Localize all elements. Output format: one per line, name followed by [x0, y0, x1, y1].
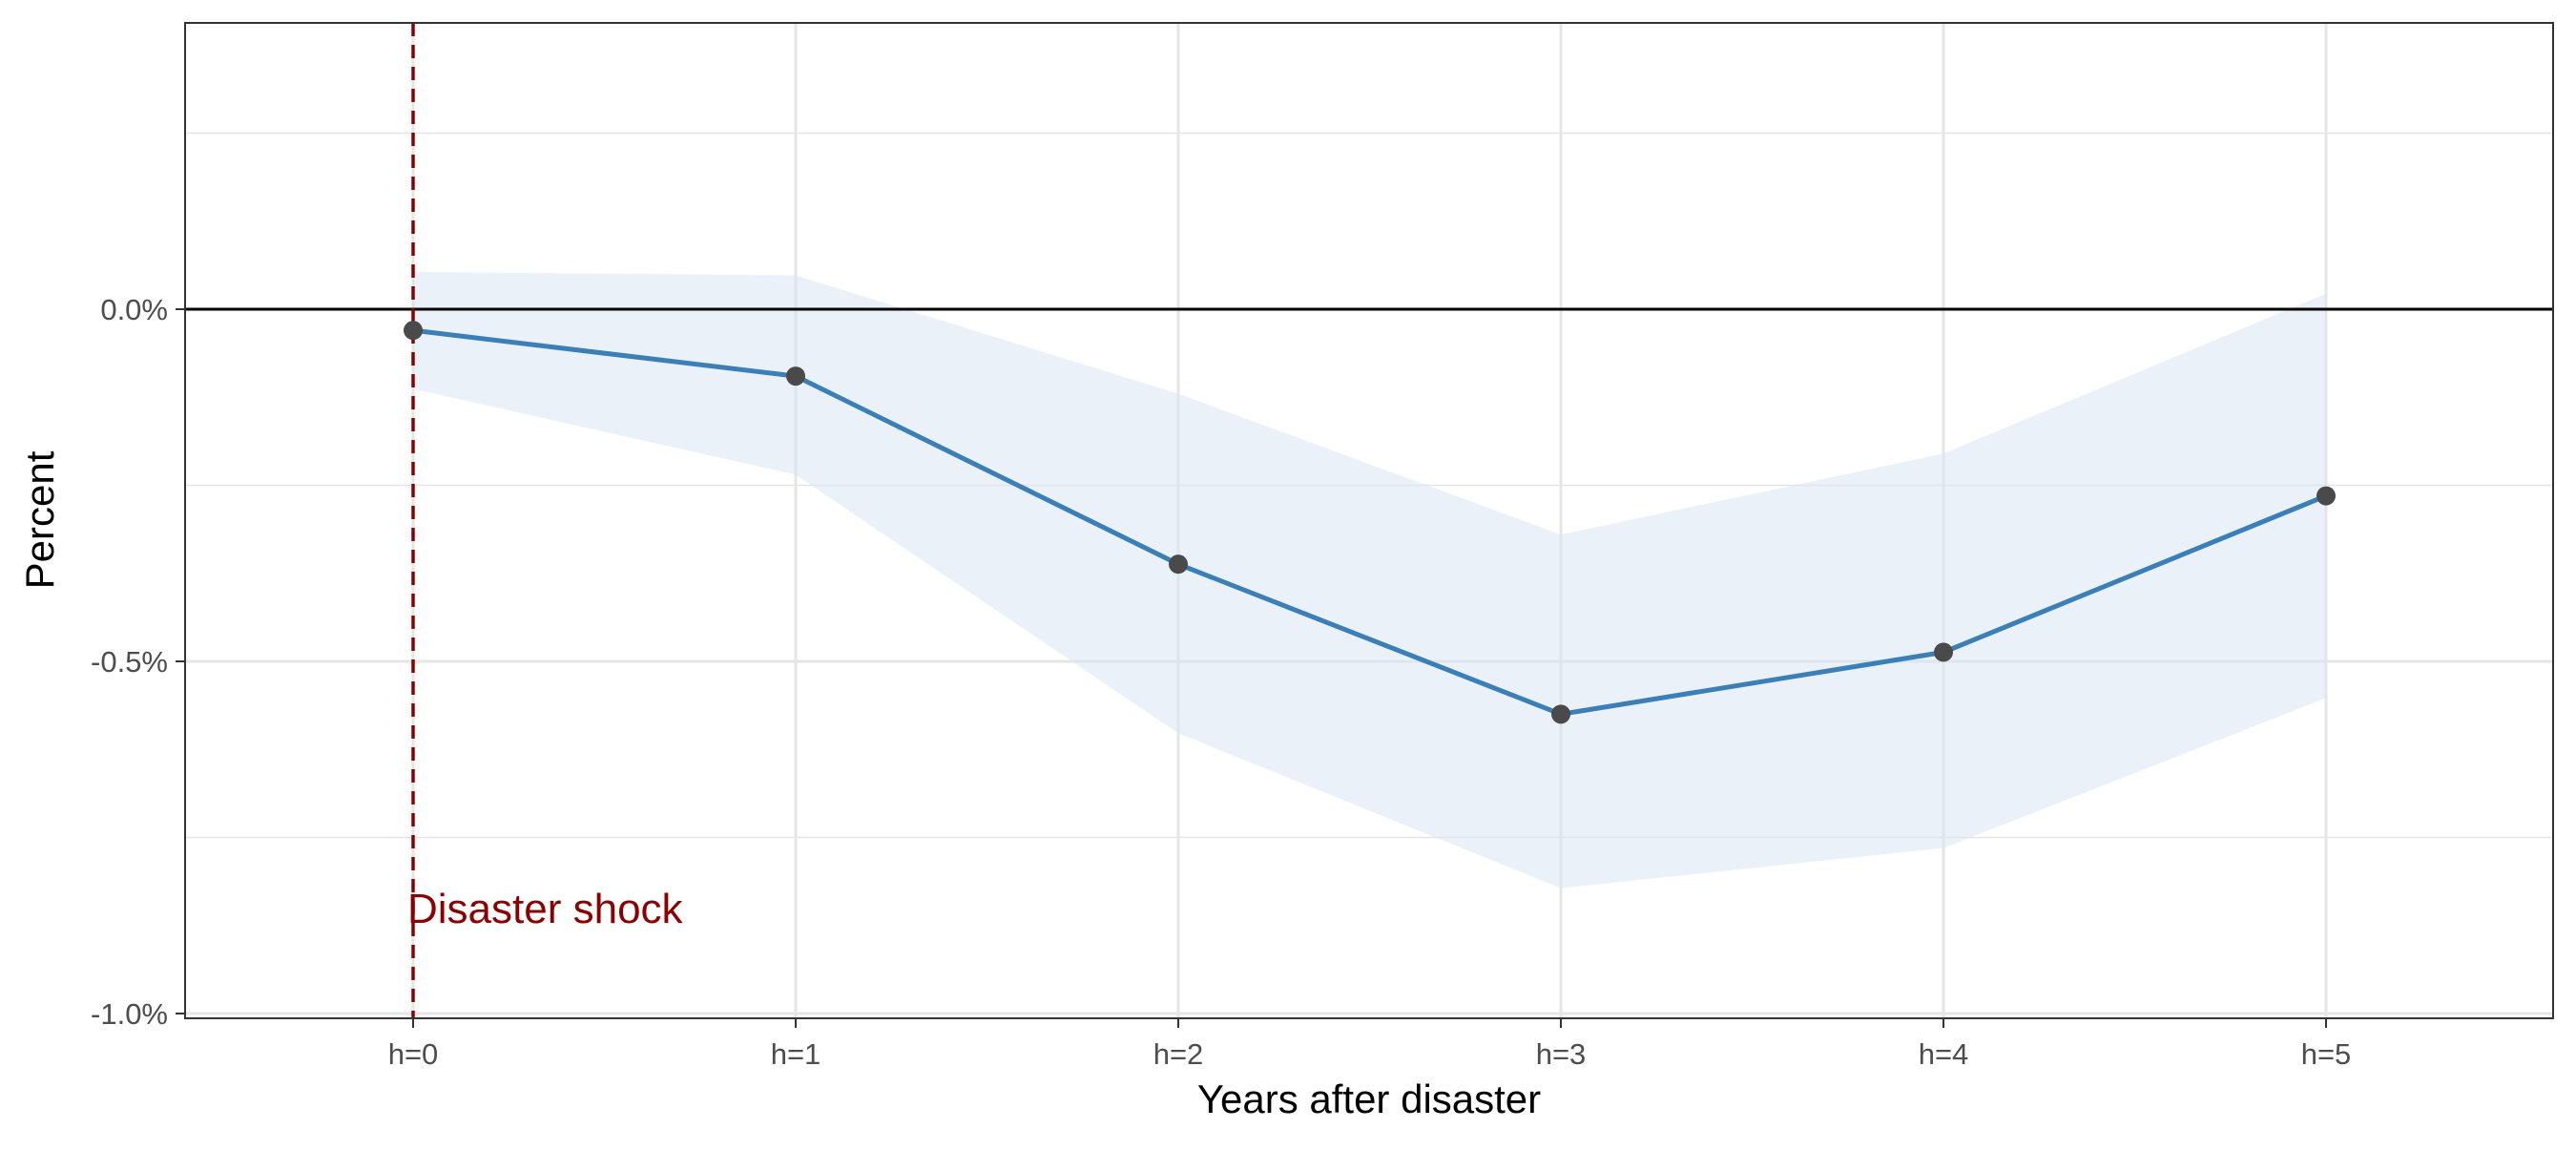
data-points — [404, 321, 2336, 724]
y-axis-title: Percent — [17, 450, 62, 589]
x-tick-label: h=0 — [388, 1037, 439, 1071]
data-point — [1169, 554, 1188, 575]
reference-lines — [185, 23, 2553, 1018]
series-layer — [410, 327, 2329, 717]
y-tick-label: -1.0% — [91, 997, 168, 1031]
x-tick-label: h=5 — [2301, 1037, 2352, 1071]
data-point — [2316, 486, 2336, 506]
x-tick-label: h=4 — [1919, 1037, 1969, 1071]
x-tick-label: h=1 — [771, 1037, 821, 1071]
data-point — [1551, 704, 1570, 724]
series-line — [410, 327, 2329, 717]
data-point — [786, 366, 805, 387]
plot-panel-border — [184, 22, 2554, 1019]
confidence-band — [413, 271, 2326, 889]
x-tick-label: h=3 — [1536, 1037, 1587, 1071]
event-marker-label: Disaster shock — [407, 886, 684, 932]
x-axis-title: Years after disaster — [1197, 1077, 1541, 1121]
x-tick-label: h=2 — [1153, 1037, 1204, 1071]
y-tick-label: -0.5% — [91, 645, 168, 679]
confidence-band-layer — [413, 271, 2326, 889]
axes: 0.0% -0.5% -1.0% h=0 h=1 h=2 h=3 h=4 h=5 — [91, 293, 2351, 1071]
annotations: Disaster shock — [407, 886, 684, 932]
data-point — [404, 321, 423, 341]
y-tick-label: 0.0% — [100, 293, 168, 326]
data-point — [1934, 642, 1953, 662]
